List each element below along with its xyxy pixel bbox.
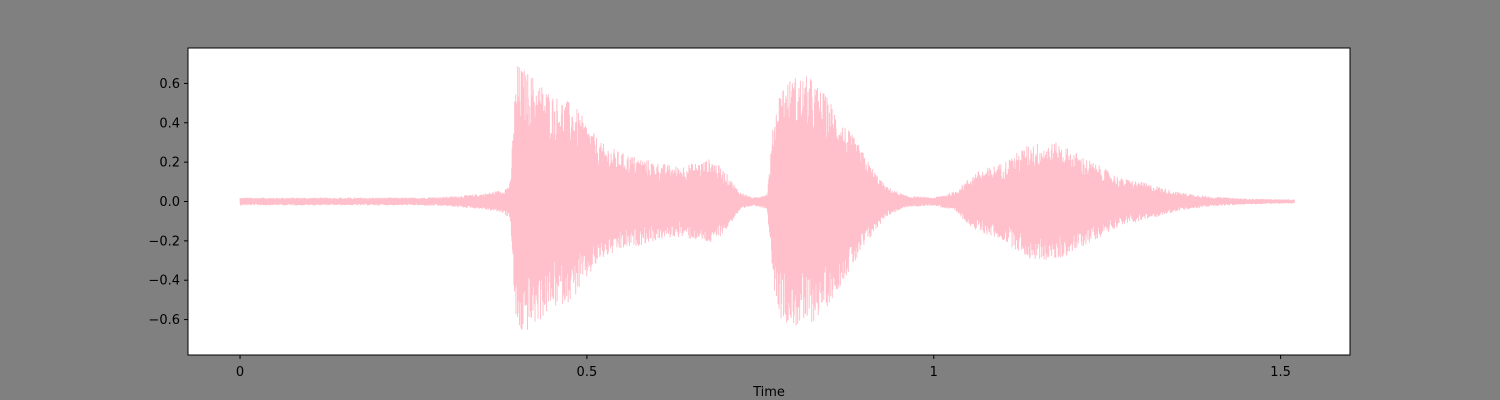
y-tick-label: 0.4 [159, 116, 180, 131]
x-tick-label: 0.5 [577, 365, 598, 380]
x-tick-label: 1.5 [1270, 365, 1291, 380]
x-axis: 0 0.5 1 1.5 [236, 355, 1291, 380]
x-axis-label: Time [752, 385, 785, 400]
waveform-line [239, 66, 1295, 330]
y-tick-label: 0.6 [159, 77, 180, 92]
y-tick-label: 0.2 [159, 156, 180, 171]
y-tick-label: −0.4 [148, 274, 180, 289]
y-tick-label: −0.2 [148, 234, 180, 249]
x-tick-label: 0 [236, 365, 244, 380]
waveform-series [239, 66, 1295, 330]
y-tick-label: 0.0 [159, 195, 180, 210]
y-tick-label: −0.6 [148, 313, 180, 328]
y-axis: 0.6 0.4 0.2 0.0 −0.2 −0.4 −0.6 [148, 77, 188, 328]
x-tick-label: 1 [930, 365, 938, 380]
